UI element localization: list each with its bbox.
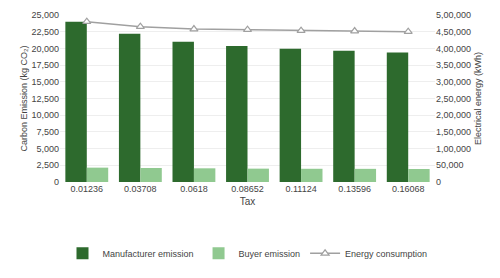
svg-text:Carbon Emission (kg CO₂): Carbon Emission (kg CO₂) [19,45,29,151]
svg-text:1,50,000: 1,50,000 [436,127,471,137]
svg-text:2,500: 2,500 [36,160,59,170]
svg-text:20,000: 20,000 [31,44,59,54]
svg-text:Electrical energy (kWh): Electrical energy (kWh) [473,52,483,145]
svg-text:Energy consumption: Energy consumption [345,249,427,259]
svg-text:5,000: 5,000 [36,144,59,154]
svg-text:0.08652: 0.08652 [231,184,264,194]
svg-text:3,50,000: 3,50,000 [436,60,471,70]
svg-text:0.13596: 0.13596 [338,184,371,194]
svg-text:17,500: 17,500 [31,60,59,70]
svg-text:0: 0 [54,177,59,187]
svg-text:0.11124: 0.11124 [285,184,316,194]
svg-text:Buyer emission: Buyer emission [239,249,301,259]
svg-text:2,00,000: 2,00,000 [436,110,471,120]
svg-text:1,00,000: 1,00,000 [436,144,471,154]
svg-text:4,00,000: 4,00,000 [436,44,471,54]
svg-text:Manufacturer emission: Manufacturer emission [103,249,194,259]
svg-text:0.01236: 0.01236 [71,184,104,194]
svg-text:0.03708: 0.03708 [124,184,157,194]
svg-text:4,50,000: 4,50,000 [436,27,471,37]
svg-text:15,000: 15,000 [31,77,59,87]
svg-text:0.0618: 0.0618 [180,184,208,194]
svg-text:3,00,000: 3,00,000 [436,77,471,87]
svg-text:7,500: 7,500 [36,127,59,137]
svg-text:25,000: 25,000 [31,10,59,20]
svg-text:0.16068: 0.16068 [392,184,425,194]
svg-text:Tax: Tax [240,196,256,207]
svg-text:5,00,000: 5,00,000 [436,10,471,20]
svg-text:50,000: 50,000 [436,160,464,170]
svg-text:2,50,000: 2,50,000 [436,94,471,104]
svg-text:0: 0 [436,177,441,187]
svg-text:10,000: 10,000 [31,110,59,120]
svg-text:12,500: 12,500 [31,94,59,104]
svg-text:22,500: 22,500 [31,27,59,37]
